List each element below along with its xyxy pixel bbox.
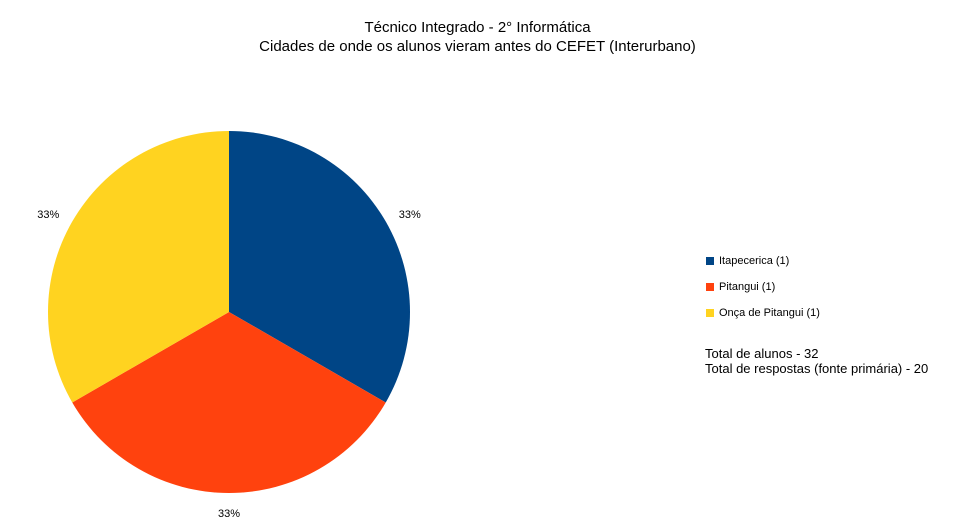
pie-slice-3 [47, 131, 229, 403]
total-responses-text: Total de respostas (fonte primária) - 20 [705, 361, 929, 376]
legend-label-3: Onça de Pitangui (1) [719, 307, 820, 319]
totals-note: Total de alunos - 32 Total de respostas … [705, 346, 928, 376]
legend-item-3: Onça de Pitangui (1) [706, 300, 820, 326]
legend-swatch-2 [706, 283, 714, 291]
legend-swatch-1 [706, 257, 714, 265]
pie-slice-3-percent-label: 33% [37, 209, 59, 221]
pie-slice-2-percent-label: 33% [218, 508, 240, 520]
chart-subtitle: Cidades de onde os alunos vieram antes d… [259, 38, 696, 55]
total-students-text: Total de alunos - 32 [705, 346, 819, 361]
legend-item-1: Itapecerica (1) [706, 248, 820, 274]
chart-title: Técnico Integrado - 2° Informática [364, 19, 591, 36]
legend-item-2: Pitangui (1) [706, 274, 820, 300]
legend-label-1: Itapecerica (1) [719, 255, 790, 267]
legend-label-2: Pitangui (1) [719, 281, 776, 293]
chart-title-block: Técnico Integrado - 2° Informática Cidad… [0, 18, 955, 56]
chart-legend: Itapecerica (1) Pitangui (1) Onça de Pitan… [706, 248, 820, 326]
pie-slice-1 [229, 131, 410, 403]
pie-slice-2 [72, 312, 386, 493]
pie-slice-1-percent-label: 33% [399, 209, 421, 221]
legend-swatch-3 [706, 309, 714, 317]
